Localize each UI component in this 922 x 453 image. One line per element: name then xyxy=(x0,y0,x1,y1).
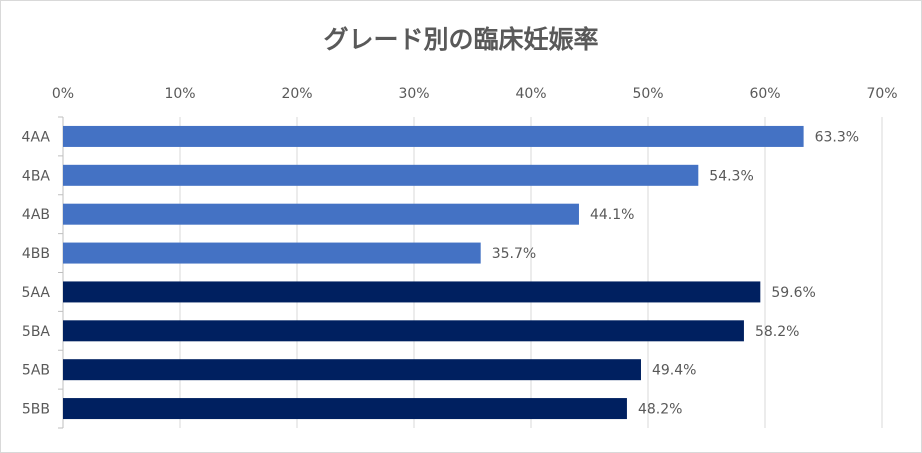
data-label: 48.2% xyxy=(638,402,682,418)
chart-title: グレード別の臨床妊娠率 xyxy=(323,25,599,54)
bar-4AA xyxy=(63,125,804,147)
y-tick-label: 4BB xyxy=(22,246,50,262)
data-label: 35.7% xyxy=(492,246,536,262)
data-label: 58.2% xyxy=(755,324,799,340)
y-tick-label: 4AB xyxy=(22,207,50,223)
bar-4AB xyxy=(63,203,579,225)
bar-4BB xyxy=(63,242,481,264)
y-tick-label: 5AB xyxy=(22,363,50,379)
bar-4BA xyxy=(63,164,699,186)
x-tick-label: 10% xyxy=(164,86,195,102)
y-tick-label: 5BA xyxy=(22,324,51,340)
y-tick-label: 4AA xyxy=(22,129,51,145)
bar-5AB xyxy=(63,359,641,381)
data-label: 63.3% xyxy=(815,129,859,145)
y-tick-label: 4BA xyxy=(22,168,51,184)
data-label: 54.3% xyxy=(709,168,753,184)
x-tick-label: 0% xyxy=(52,86,74,102)
data-label: 59.6% xyxy=(771,285,815,301)
data-label: 49.4% xyxy=(652,363,696,379)
x-tick-label: 50% xyxy=(632,86,663,102)
x-tick-label: 30% xyxy=(398,86,429,102)
x-tick-label: 20% xyxy=(281,86,312,102)
bar-5BB xyxy=(63,398,627,420)
y-tick-label: 5AA xyxy=(22,285,51,301)
data-label: 44.1% xyxy=(590,207,634,223)
x-tick-label: 40% xyxy=(515,86,546,102)
bar-5AA xyxy=(63,281,761,303)
x-tick-label: 70% xyxy=(866,86,897,102)
bar-5BA xyxy=(63,320,744,342)
x-tick-label: 60% xyxy=(749,86,780,102)
y-tick-label: 5BB xyxy=(22,402,50,418)
